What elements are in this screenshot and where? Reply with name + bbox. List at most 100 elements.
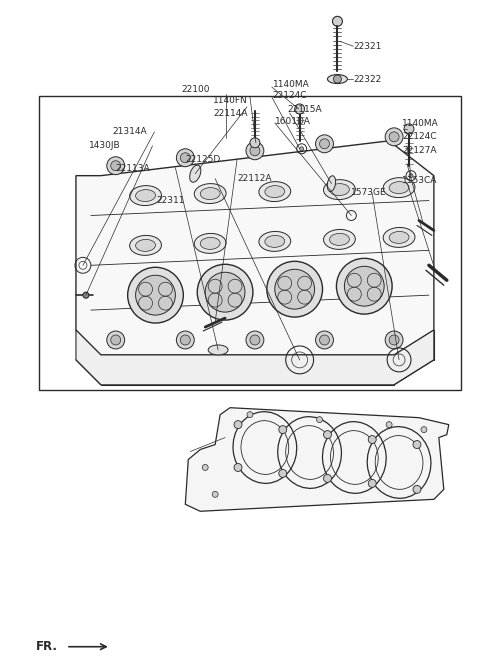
Circle shape <box>409 173 413 177</box>
Text: 22113A: 22113A <box>116 164 150 173</box>
Circle shape <box>250 335 260 345</box>
Ellipse shape <box>324 179 355 200</box>
Text: 22311: 22311 <box>157 196 185 205</box>
Circle shape <box>250 138 260 148</box>
Text: 1153CA: 1153CA <box>402 176 437 185</box>
Text: 22114A: 22114A <box>214 110 248 118</box>
Ellipse shape <box>190 165 201 182</box>
Text: 1140MA: 1140MA <box>402 120 439 128</box>
Text: 22100: 22100 <box>181 85 209 93</box>
Circle shape <box>385 331 403 349</box>
Text: 1601DA: 1601DA <box>275 118 311 126</box>
Ellipse shape <box>327 176 336 192</box>
Circle shape <box>315 331 334 349</box>
Text: 1140MA: 1140MA <box>273 79 310 89</box>
Circle shape <box>234 464 242 472</box>
Ellipse shape <box>329 233 349 245</box>
Circle shape <box>389 132 399 142</box>
Circle shape <box>180 153 190 163</box>
Ellipse shape <box>130 185 161 206</box>
Ellipse shape <box>389 181 409 194</box>
Ellipse shape <box>136 190 156 202</box>
Polygon shape <box>76 330 434 385</box>
Circle shape <box>246 142 264 160</box>
Circle shape <box>246 331 264 349</box>
Circle shape <box>333 16 342 26</box>
Text: 22322: 22322 <box>353 75 382 83</box>
Text: 22125D: 22125D <box>185 155 221 164</box>
Text: 22124C: 22124C <box>402 132 436 141</box>
Circle shape <box>389 335 399 345</box>
Circle shape <box>250 146 260 156</box>
Circle shape <box>404 124 414 134</box>
Circle shape <box>107 157 125 175</box>
Ellipse shape <box>383 227 415 247</box>
Circle shape <box>413 485 421 493</box>
Circle shape <box>247 412 253 418</box>
Circle shape <box>385 128 403 146</box>
Circle shape <box>413 441 421 448</box>
Text: 21314A: 21314A <box>113 128 147 136</box>
Circle shape <box>344 266 384 306</box>
Ellipse shape <box>194 233 226 253</box>
Circle shape <box>336 258 392 314</box>
Ellipse shape <box>130 235 161 255</box>
Circle shape <box>324 431 332 439</box>
Circle shape <box>295 104 305 114</box>
Ellipse shape <box>200 237 220 249</box>
Text: 22115A: 22115A <box>288 106 323 114</box>
Circle shape <box>136 276 175 315</box>
Text: 1573GE: 1573GE <box>351 188 387 197</box>
Polygon shape <box>185 408 449 511</box>
Circle shape <box>320 335 329 345</box>
Polygon shape <box>76 141 434 355</box>
Ellipse shape <box>265 235 285 247</box>
Circle shape <box>205 272 245 312</box>
Circle shape <box>107 331 125 349</box>
Circle shape <box>111 335 120 345</box>
Circle shape <box>320 139 329 149</box>
Circle shape <box>334 75 341 83</box>
Circle shape <box>176 331 194 349</box>
Circle shape <box>316 417 323 423</box>
Text: 22127A: 22127A <box>402 146 436 155</box>
Ellipse shape <box>259 231 291 251</box>
Ellipse shape <box>327 75 348 83</box>
Circle shape <box>128 267 183 323</box>
Circle shape <box>180 335 190 345</box>
Ellipse shape <box>200 187 220 200</box>
Circle shape <box>176 149 194 167</box>
Ellipse shape <box>383 177 415 198</box>
Ellipse shape <box>265 185 285 198</box>
Circle shape <box>275 269 314 309</box>
Ellipse shape <box>329 183 349 196</box>
Ellipse shape <box>136 239 156 251</box>
Ellipse shape <box>324 229 355 249</box>
Text: 22112A: 22112A <box>238 174 272 183</box>
Circle shape <box>279 470 287 477</box>
Circle shape <box>315 135 334 153</box>
Circle shape <box>202 464 208 470</box>
Ellipse shape <box>389 231 409 243</box>
Ellipse shape <box>208 345 228 355</box>
Circle shape <box>300 146 304 151</box>
Circle shape <box>83 292 89 298</box>
Circle shape <box>386 421 392 427</box>
Circle shape <box>234 421 242 429</box>
Text: FR.: FR. <box>36 640 58 653</box>
Ellipse shape <box>259 181 291 202</box>
Circle shape <box>267 261 323 317</box>
Text: 1430JB: 1430JB <box>89 141 120 151</box>
Ellipse shape <box>194 183 226 204</box>
Circle shape <box>212 491 218 497</box>
Circle shape <box>111 161 120 171</box>
Circle shape <box>324 474 332 482</box>
Circle shape <box>368 435 376 444</box>
Circle shape <box>197 264 253 320</box>
Text: 22124C: 22124C <box>273 91 307 101</box>
Circle shape <box>368 479 376 487</box>
Text: 1140FN: 1140FN <box>213 97 248 106</box>
Text: 22321: 22321 <box>353 42 382 50</box>
Circle shape <box>279 425 287 433</box>
Circle shape <box>421 427 427 433</box>
